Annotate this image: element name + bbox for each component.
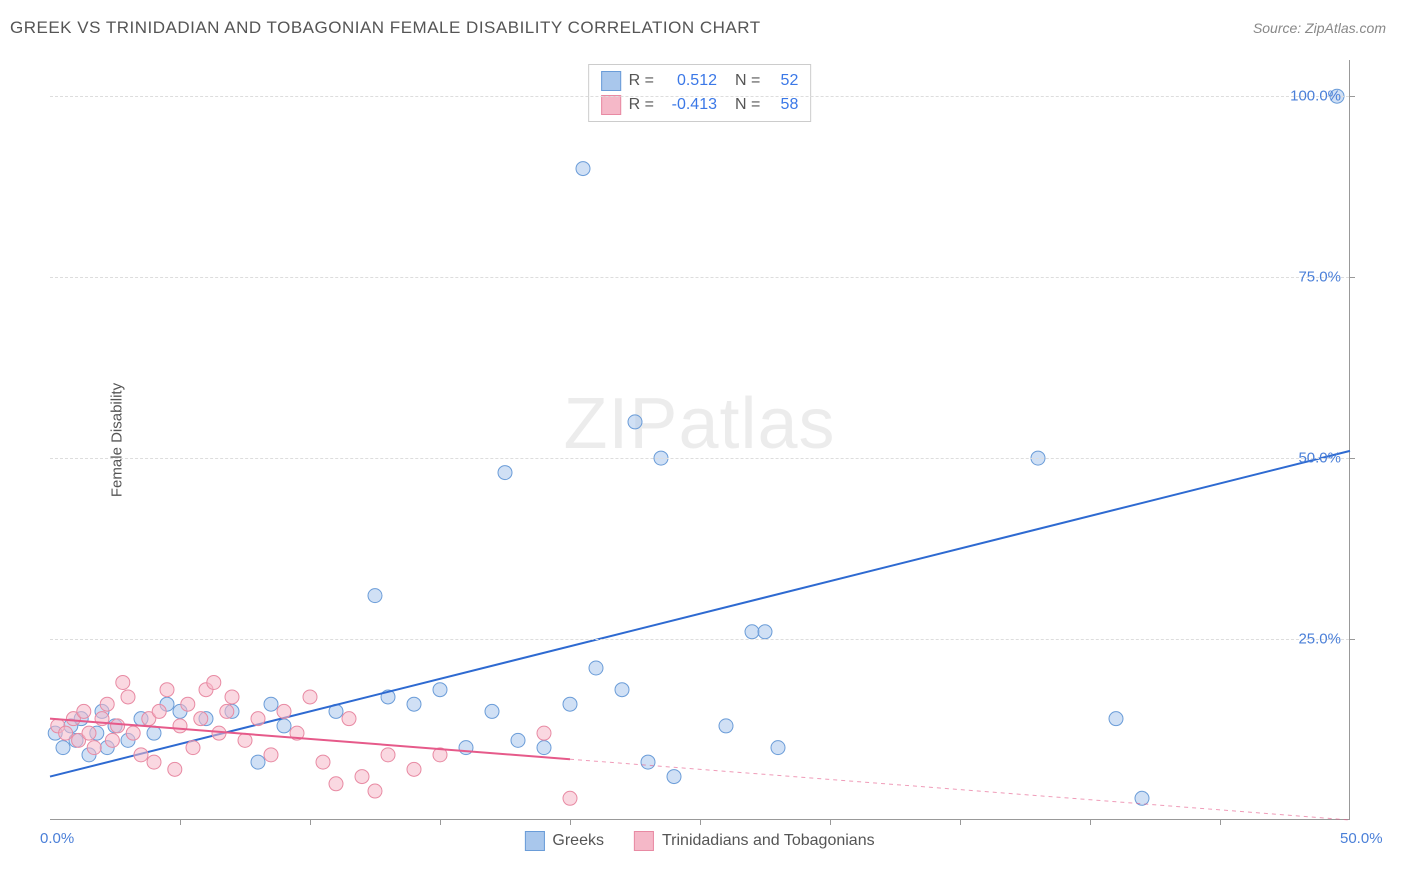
data-point bbox=[303, 690, 317, 704]
data-point bbox=[194, 712, 208, 726]
scatter-plot-svg bbox=[50, 60, 1349, 819]
trend-line-extrapolated bbox=[570, 759, 1350, 820]
data-point bbox=[121, 690, 135, 704]
data-point bbox=[745, 625, 759, 639]
data-point bbox=[485, 704, 499, 718]
data-point bbox=[511, 733, 525, 747]
data-point bbox=[105, 733, 119, 747]
data-point bbox=[126, 726, 140, 740]
legend-series-item: Greeks bbox=[524, 831, 604, 851]
data-point bbox=[168, 762, 182, 776]
data-point bbox=[87, 741, 101, 755]
data-point bbox=[329, 777, 343, 791]
data-point bbox=[100, 697, 114, 711]
x-tick-label: 0.0% bbox=[40, 830, 74, 847]
gridline-h bbox=[50, 458, 1349, 459]
data-point bbox=[160, 683, 174, 697]
legend-label: Greeks bbox=[552, 832, 604, 850]
data-point bbox=[225, 690, 239, 704]
data-point bbox=[56, 741, 70, 755]
data-point bbox=[116, 675, 130, 689]
gridline-h bbox=[50, 277, 1349, 278]
data-point bbox=[264, 697, 278, 711]
data-point bbox=[59, 726, 73, 740]
y-tick-label: 75.0% bbox=[1298, 269, 1341, 286]
chart-plot-area: Female Disability ZIPatlas R =0.512N =52… bbox=[50, 60, 1350, 820]
source-attribution: Source: ZipAtlas.com bbox=[1253, 20, 1386, 36]
data-point bbox=[355, 770, 369, 784]
data-point bbox=[1109, 712, 1123, 726]
data-point bbox=[381, 748, 395, 762]
x-tick-label: 50.0% bbox=[1340, 830, 1383, 847]
data-point bbox=[563, 791, 577, 805]
data-point bbox=[459, 741, 473, 755]
data-point bbox=[563, 697, 577, 711]
data-point bbox=[719, 719, 733, 733]
data-point bbox=[264, 748, 278, 762]
data-point bbox=[628, 415, 642, 429]
data-point bbox=[277, 704, 291, 718]
gridline-h bbox=[50, 96, 1349, 97]
legend-swatch bbox=[634, 831, 654, 851]
data-point bbox=[771, 741, 785, 755]
data-point bbox=[407, 697, 421, 711]
data-point bbox=[576, 162, 590, 176]
data-point bbox=[152, 704, 166, 718]
data-point bbox=[134, 748, 148, 762]
data-point bbox=[186, 741, 200, 755]
data-point bbox=[407, 762, 421, 776]
data-point bbox=[615, 683, 629, 697]
data-point bbox=[181, 697, 195, 711]
data-point bbox=[277, 719, 291, 733]
data-point bbox=[77, 704, 91, 718]
y-tick-label: 25.0% bbox=[1298, 631, 1341, 648]
chart-title: GREEK VS TRINIDADIAN AND TOBAGONIAN FEMA… bbox=[10, 18, 761, 38]
data-point bbox=[147, 726, 161, 740]
data-point bbox=[368, 784, 382, 798]
legend-series-item: Trinidadians and Tobagonians bbox=[634, 831, 875, 851]
data-point bbox=[758, 625, 772, 639]
y-tick-label: 50.0% bbox=[1298, 450, 1341, 467]
data-point bbox=[537, 741, 551, 755]
legend-label: Trinidadians and Tobagonians bbox=[662, 832, 875, 850]
trend-line bbox=[50, 451, 1350, 777]
data-point bbox=[498, 466, 512, 480]
data-point bbox=[251, 712, 265, 726]
data-point bbox=[82, 726, 96, 740]
data-point bbox=[173, 719, 187, 733]
gridline-h bbox=[50, 639, 1349, 640]
data-point bbox=[316, 755, 330, 769]
data-point bbox=[537, 726, 551, 740]
data-point bbox=[589, 661, 603, 675]
data-point bbox=[368, 589, 382, 603]
data-point bbox=[238, 733, 252, 747]
data-point bbox=[641, 755, 655, 769]
legend-swatch bbox=[524, 831, 544, 851]
data-point bbox=[207, 675, 221, 689]
data-point bbox=[111, 719, 125, 733]
data-point bbox=[433, 683, 447, 697]
y-tick-label: 100.0% bbox=[1290, 88, 1341, 105]
data-point bbox=[220, 704, 234, 718]
series-legend: Greeks Trinidadians and Tobagonians bbox=[524, 831, 874, 851]
data-point bbox=[251, 755, 265, 769]
data-point bbox=[667, 770, 681, 784]
data-point bbox=[147, 755, 161, 769]
data-point bbox=[342, 712, 356, 726]
